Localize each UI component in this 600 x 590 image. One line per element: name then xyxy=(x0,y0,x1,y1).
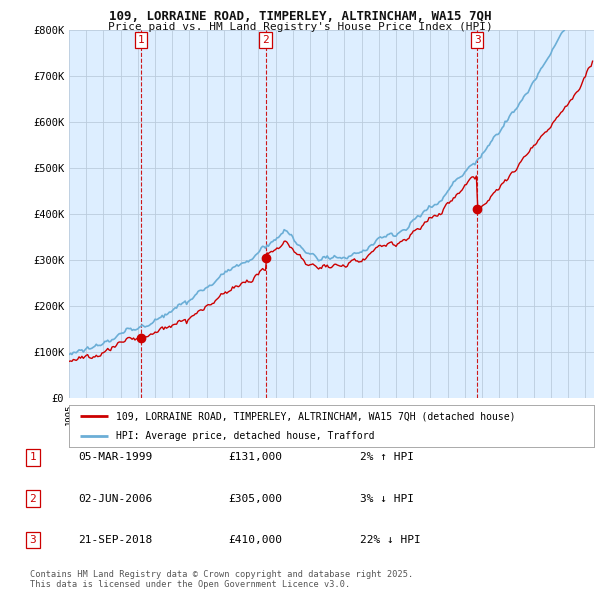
Text: 2% ↑ HPI: 2% ↑ HPI xyxy=(360,453,414,462)
Text: 21-SEP-2018: 21-SEP-2018 xyxy=(78,535,152,545)
Text: Price paid vs. HM Land Registry's House Price Index (HPI): Price paid vs. HM Land Registry's House … xyxy=(107,22,493,32)
Text: 22% ↓ HPI: 22% ↓ HPI xyxy=(360,535,421,545)
Text: £410,000: £410,000 xyxy=(228,535,282,545)
Text: 05-MAR-1999: 05-MAR-1999 xyxy=(78,453,152,462)
Text: 1: 1 xyxy=(29,453,37,462)
Text: 2: 2 xyxy=(29,494,37,503)
Text: 02-JUN-2006: 02-JUN-2006 xyxy=(78,494,152,503)
Text: 3: 3 xyxy=(29,535,37,545)
Text: Contains HM Land Registry data © Crown copyright and database right 2025.: Contains HM Land Registry data © Crown c… xyxy=(30,569,413,579)
Text: 109, LORRAINE ROAD, TIMPERLEY, ALTRINCHAM, WA15 7QH: 109, LORRAINE ROAD, TIMPERLEY, ALTRINCHA… xyxy=(109,10,491,23)
Text: £305,000: £305,000 xyxy=(228,494,282,503)
Text: 3% ↓ HPI: 3% ↓ HPI xyxy=(360,494,414,503)
Text: £131,000: £131,000 xyxy=(228,453,282,462)
Text: 109, LORRAINE ROAD, TIMPERLEY, ALTRINCHAM, WA15 7QH (detached house): 109, LORRAINE ROAD, TIMPERLEY, ALTRINCHA… xyxy=(116,411,516,421)
Text: This data is licensed under the Open Government Licence v3.0.: This data is licensed under the Open Gov… xyxy=(30,579,350,589)
Text: 3: 3 xyxy=(474,35,481,45)
Text: 2: 2 xyxy=(262,35,269,45)
Text: HPI: Average price, detached house, Trafford: HPI: Average price, detached house, Traf… xyxy=(116,431,375,441)
Text: 1: 1 xyxy=(137,35,144,45)
